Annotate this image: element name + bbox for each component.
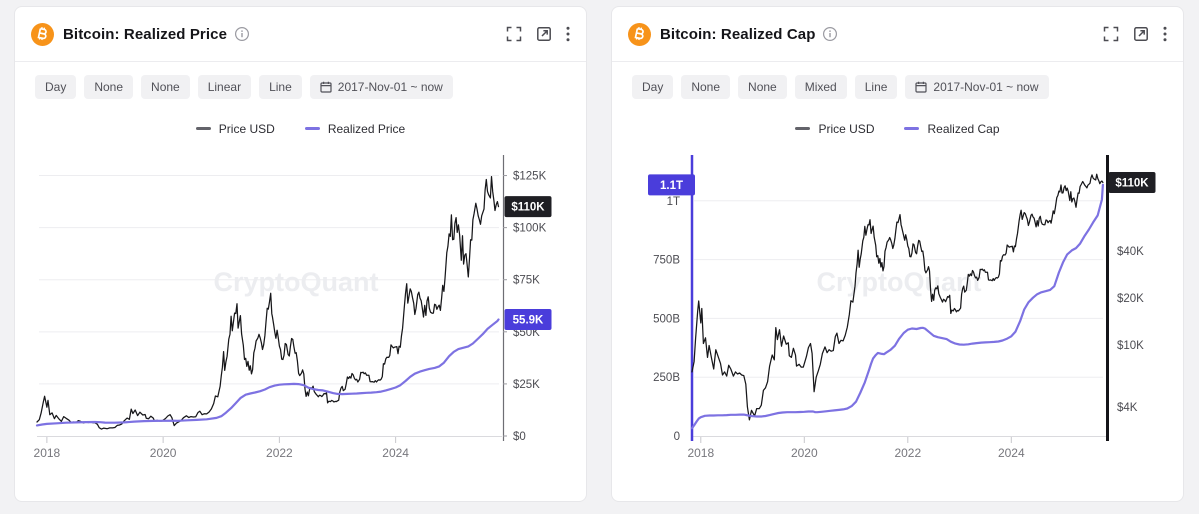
legend-label: Price USD [818, 121, 875, 136]
legend-label: Realized Price [327, 121, 406, 136]
series-price-usd [691, 173, 1104, 421]
calendar-icon [320, 81, 332, 93]
toolbar-chip-linear[interactable]: Linear [197, 75, 252, 99]
chart-toolbar: Day None None Linear Line 2017-Nov-01 ~ now [15, 62, 586, 99]
kebab-menu-icon[interactable] [1163, 26, 1167, 42]
x-tick-label: 2022 [266, 446, 293, 460]
open-in-new-icon[interactable] [1133, 26, 1149, 42]
series-realized-price [35, 318, 500, 427]
x-tick-label: 2024 [382, 446, 409, 460]
toolbar-chip-line[interactable]: Line [259, 75, 302, 99]
legend-swatch [795, 127, 811, 130]
y-tick-label: $40K [1117, 246, 1144, 258]
card-realized-price: Bitcoin: Realized Price Day None None Linea… [14, 6, 587, 502]
header-actions [506, 26, 570, 42]
y-tick-label: $0 [513, 431, 526, 443]
fullscreen-icon[interactable] [1103, 26, 1119, 42]
toolbar-chip-none[interactable]: None [84, 75, 134, 99]
y-tick-label: $25K [513, 379, 540, 391]
x-tick-label: 2018 [34, 446, 61, 460]
x-tick-label: 2020 [150, 446, 177, 460]
x-tick-label: 2022 [894, 446, 921, 460]
realized-cap-chart[interactable]: CryptoQuant 2018 2020 2022 2024 0 250B 500B 750B… [612, 139, 1184, 497]
legend-label: Price USD [218, 121, 275, 136]
calendar-icon [915, 81, 928, 93]
y-tick-label: $125K [513, 171, 547, 183]
date-range-chip[interactable]: 2017-Nov-01 ~ now [309, 75, 453, 99]
y-tick-label: 500B [653, 313, 680, 325]
y-tick-label: $100K [513, 223, 547, 235]
watermark: CryptoQuant [214, 267, 379, 297]
toolbar-chip-none[interactable]: None [738, 75, 787, 99]
y-tick-label: $10K [1117, 340, 1144, 352]
page-title: Bitcoin: Realized Cap [660, 25, 816, 43]
x-tick-label: 2024 [998, 446, 1025, 460]
card-realized-cap: Bitcoin: Realized Cap Day None None Mixed Li… [611, 6, 1184, 502]
axis-value-badge-label: 1.1T [660, 180, 683, 192]
card-header: Bitcoin: Realized Price [15, 7, 586, 62]
axis-value-badge [504, 196, 552, 218]
series-price-usd [36, 175, 500, 430]
card-header: Bitcoin: Realized Cap [612, 7, 1183, 62]
watermark: CryptoQuant [817, 267, 982, 297]
x-tick-label: 2018 [687, 446, 714, 460]
chart-legend: Price USD Realized Cap [612, 120, 1183, 137]
axis-value-badge [648, 174, 695, 196]
bitcoin-glyph [37, 26, 47, 40]
toolbar-chip-none[interactable]: None [141, 75, 190, 99]
axis-value-badge [504, 309, 552, 331]
date-range-chip[interactable]: 2017-Nov-01 ~ now [905, 75, 1049, 99]
open-in-new-icon[interactable] [536, 26, 552, 42]
bitcoin-glyph [634, 26, 644, 40]
legend-item-price-usd[interactable]: Price USD [795, 122, 874, 136]
legend-item-realized-price[interactable]: Realized Price [304, 121, 406, 136]
legend-swatch [195, 127, 211, 130]
page-title: Bitcoin: Realized Price [63, 25, 228, 43]
y-tick-label: 1T [667, 196, 680, 208]
info-icon[interactable] [234, 26, 250, 42]
y-tick-label: 750B [653, 255, 680, 267]
chart-toolbar: Day None None Mixed Line 2017-Nov-01 ~ now [612, 62, 1183, 99]
x-tick-label: 2020 [791, 446, 818, 460]
legend-swatch [904, 127, 920, 130]
toolbar-chip-mixed[interactable]: Mixed [794, 75, 847, 99]
toolbar-chip-none[interactable]: None [681, 75, 731, 99]
series-realized-cap [690, 183, 1104, 430]
legend-item-realized-cap[interactable]: Realized Cap [904, 121, 1000, 136]
y-tick-label: 250B [653, 372, 680, 384]
axis-value-badge-label: $110K [511, 202, 545, 214]
chart-legend: Price USD Realized Price [15, 120, 586, 137]
axis-value-badge-label: 55.9K [513, 315, 544, 327]
axis-value-badge-label: $110K [1115, 177, 1149, 189]
kebab-menu-icon[interactable] [566, 26, 570, 42]
bitcoin-icon [31, 22, 54, 46]
y-tick-label: $20K [1117, 293, 1144, 305]
toolbar-chip-line[interactable]: Line [854, 75, 898, 99]
info-icon[interactable] [822, 26, 838, 42]
header-actions [1103, 26, 1167, 42]
y-tick-label: 0 [674, 431, 680, 443]
legend-item-price-usd[interactable]: Price USD [195, 121, 275, 136]
toolbar-chip-day[interactable]: Day [35, 75, 77, 99]
y-tick-label: $75K [513, 275, 540, 287]
legend-swatch [304, 127, 320, 130]
bitcoin-icon [628, 22, 651, 46]
y-tick-label: $4K [1117, 402, 1138, 414]
fullscreen-icon[interactable] [506, 26, 522, 42]
toolbar-chip-day[interactable]: Day [632, 75, 674, 99]
legend-label: Realized Cap [927, 121, 1000, 136]
axis-value-badge [1108, 171, 1156, 193]
